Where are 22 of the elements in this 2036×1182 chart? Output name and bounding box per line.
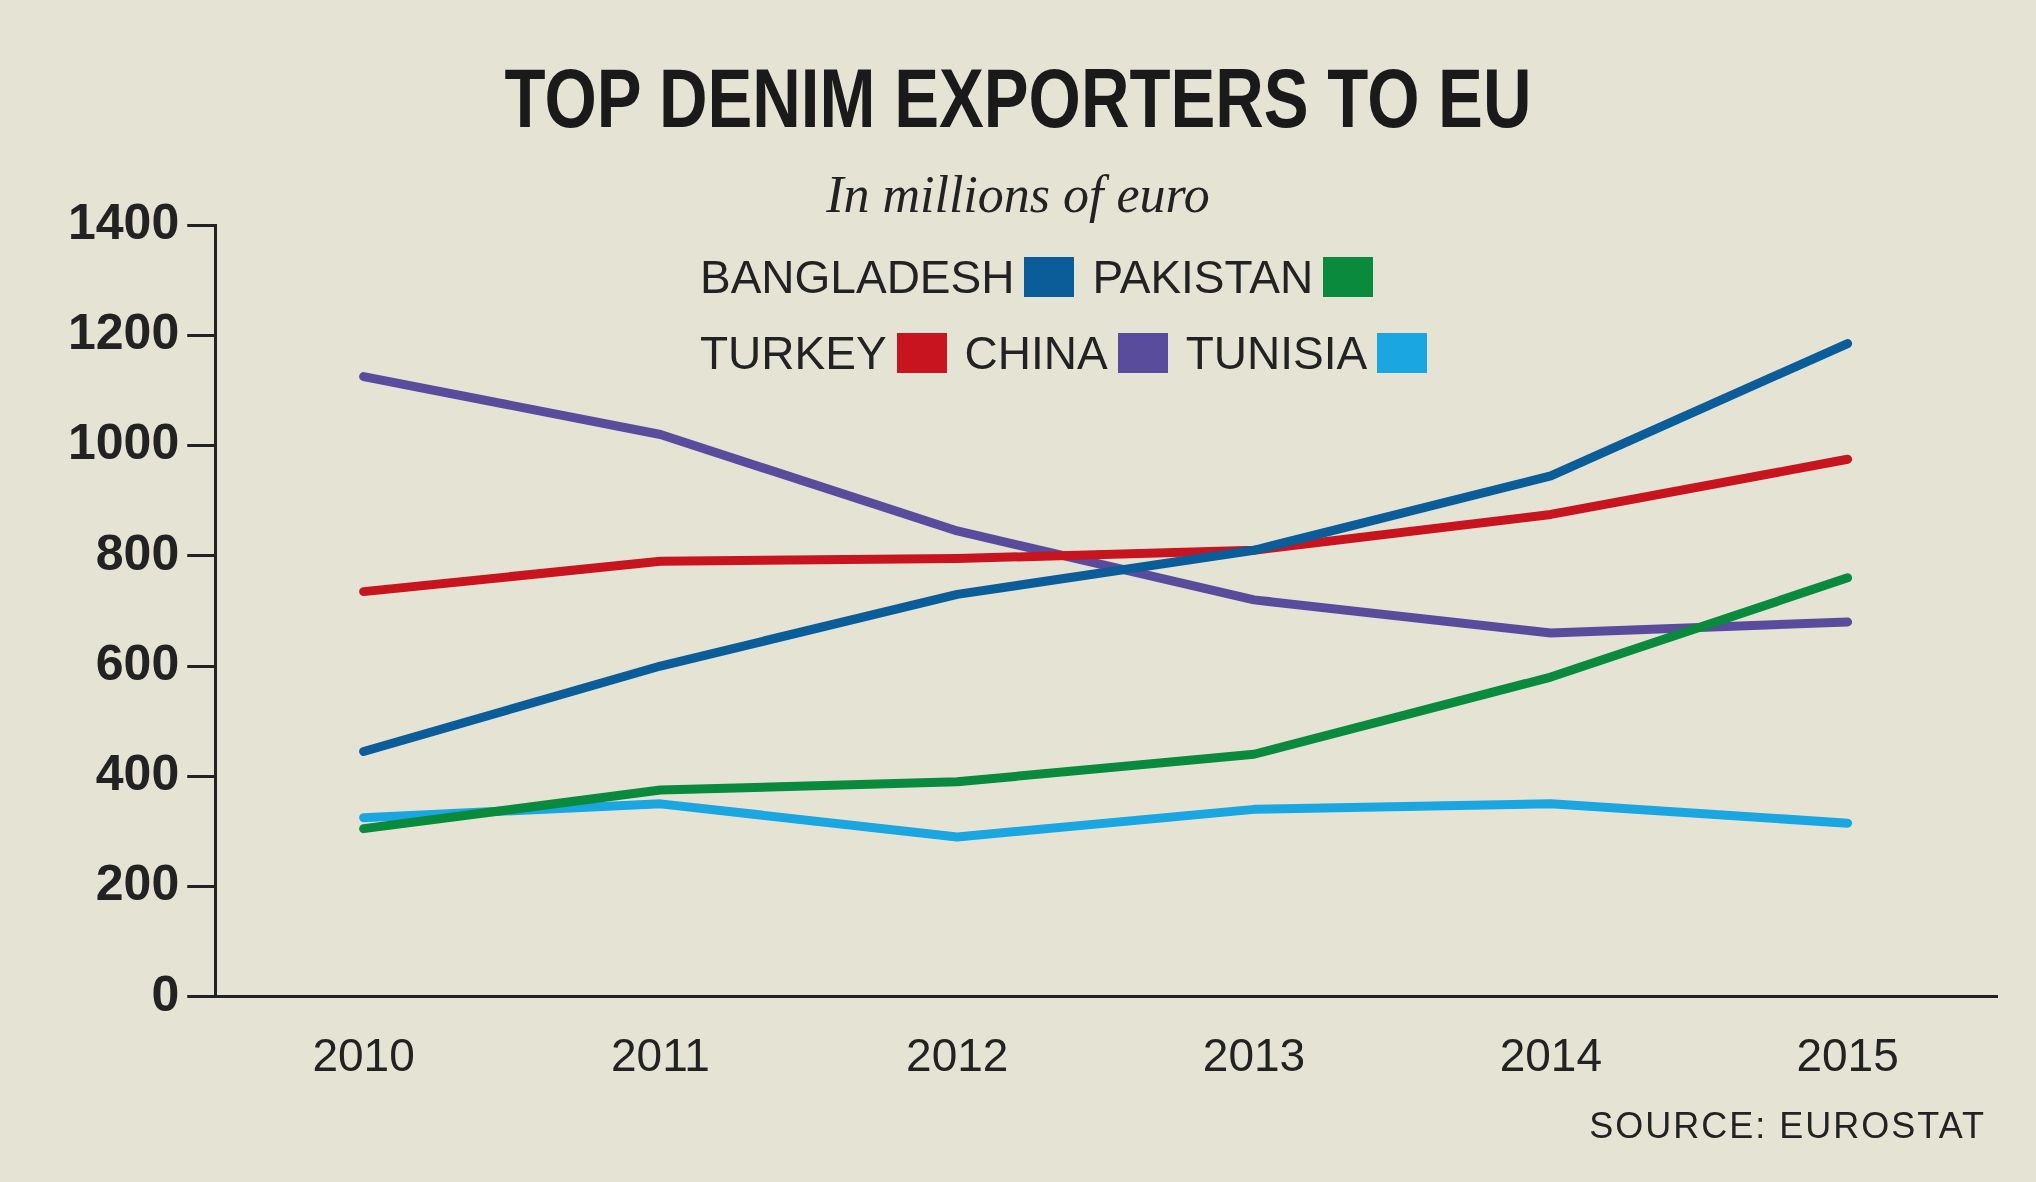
y-tick-label: 1200 [68, 304, 180, 361]
legend-label: PAKISTAN [1092, 250, 1314, 304]
x-tick-label: 2011 [610, 1029, 710, 1082]
x-tick-label: 2012 [906, 1029, 1009, 1082]
chart-subtitle: In millions of euro [826, 166, 1210, 223]
x-tick-label: 2015 [1796, 1029, 1899, 1082]
y-tick-label: 200 [95, 855, 180, 912]
legend-label: TUNISIA [1185, 326, 1368, 380]
x-tick-label: 2010 [312, 1029, 415, 1082]
legend-label: TURKEY [700, 326, 887, 380]
source-note: SOURCE: EUROSTAT [1589, 1105, 1986, 1147]
y-tick-label: 0 [151, 965, 180, 1022]
x-tick-label: 2013 [1202, 1029, 1306, 1082]
y-tick-label: 1000 [68, 414, 180, 471]
legend-label: CHINA [964, 326, 1108, 380]
legend-label: BANGLADESH [700, 250, 1015, 304]
y-tick-label: 600 [95, 634, 180, 691]
chart-title: TOP DENIM EXPORTERS TO EU [503, 50, 1533, 147]
y-tick-label: 1400 [68, 193, 180, 250]
y-tick-label: 400 [95, 745, 180, 802]
x-tick-label: 2014 [1499, 1029, 1602, 1082]
y-tick-label: 800 [95, 524, 180, 581]
